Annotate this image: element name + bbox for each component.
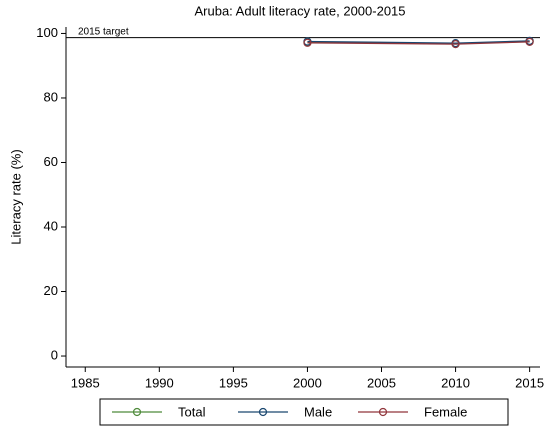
point [303,38,312,47]
x-tick-label: 2000 [293,375,322,390]
point [525,37,534,46]
legend-label: Total [178,404,206,419]
y-tick-label: 80 [44,89,58,104]
series-line [307,41,530,45]
x-tick-label: 2015 [515,375,544,390]
x-tick-label: 1995 [219,375,248,390]
legend-marker [378,407,388,417]
y-tick-label: 0 [51,347,58,362]
y-tick-label: 40 [44,218,58,233]
legend-label: Male [304,404,332,419]
legend-box [99,398,509,426]
y-axis-title: Literacy rate (%) [8,149,23,244]
x-tick-label: 2010 [441,375,470,390]
point [451,39,460,49]
series-line [307,40,530,44]
chart-title: Aruba: Adult literacy rate, 2000-2015 [194,3,405,18]
y-tick-label: 60 [44,154,58,169]
y-tick-label: 100 [36,25,58,40]
legend-label: Female [424,404,467,419]
x-tick-label: 1985 [71,375,100,390]
legend-marker [258,407,268,417]
legend-marker [132,407,142,417]
y-tick-label: 20 [44,283,58,298]
x-tick-label: 1990 [145,375,174,390]
target-label: 2015 target [78,26,129,37]
x-tick-label: 2005 [367,375,396,390]
